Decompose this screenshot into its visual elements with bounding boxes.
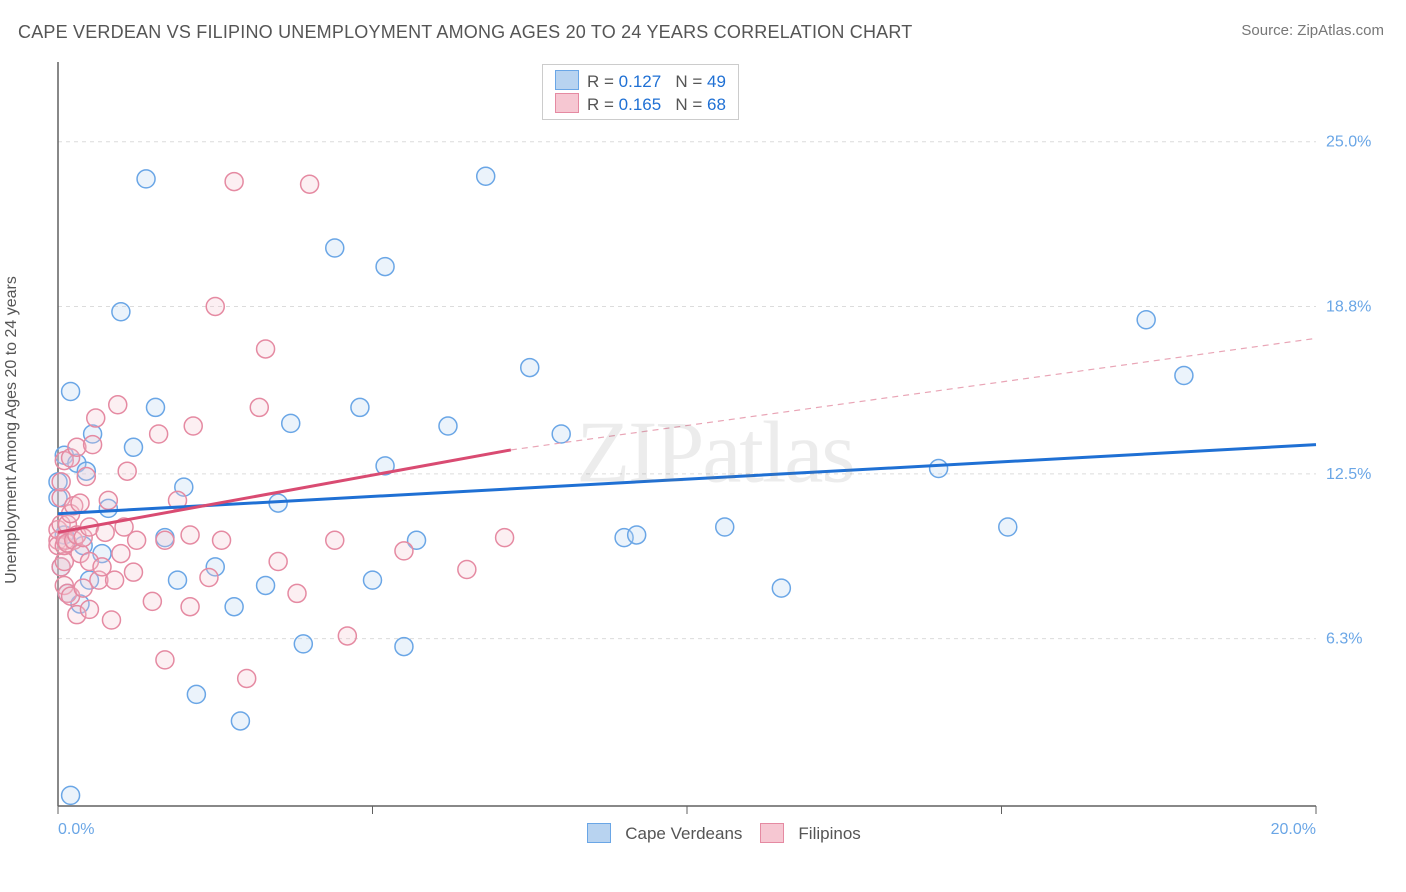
svg-text:6.3%: 6.3% [1326, 631, 1362, 648]
legend-swatch [760, 823, 784, 843]
chart-title: CAPE VERDEAN VS FILIPINO UNEMPLOYMENT AM… [18, 22, 912, 43]
scatter-plot: ZIPatlas 6.3%12.5%18.8%25.0%0.0%20.0% R … [46, 58, 1384, 848]
legend-stats-text: R = 0.165 N = 68 [587, 95, 726, 114]
chart-container: CAPE VERDEAN VS FILIPINO UNEMPLOYMENT AM… [0, 0, 1406, 892]
svg-text:18.8%: 18.8% [1326, 298, 1371, 315]
legend-stats-text: R = 0.127 N = 49 [587, 72, 726, 91]
legend-stats-row: R = 0.127 N = 49 [555, 70, 726, 93]
legend-swatch [555, 93, 579, 113]
svg-text:12.5%: 12.5% [1326, 466, 1371, 483]
legend-swatch [587, 823, 611, 843]
legend-stats: R = 0.127 N = 49 R = 0.165 N = 68 [542, 64, 739, 120]
legend-series-label: Cape Verdeans [625, 824, 742, 843]
source-attribution: Source: ZipAtlas.com [1241, 22, 1384, 39]
legend-stats-row: R = 0.165 N = 68 [555, 93, 726, 116]
chart-svg: 6.3%12.5%18.8%25.0%0.0%20.0% [46, 58, 1384, 848]
legend-swatch [555, 70, 579, 90]
legend-series-label: Filipinos [798, 824, 860, 843]
y-axis-label: Unemployment Among Ages 20 to 24 years [3, 276, 21, 584]
source-name: ZipAtlas.com [1297, 22, 1384, 39]
legend-series: Cape Verdeans Filipinos [46, 823, 1384, 844]
source-prefix: Source: [1241, 22, 1297, 39]
svg-text:25.0%: 25.0% [1326, 134, 1371, 151]
